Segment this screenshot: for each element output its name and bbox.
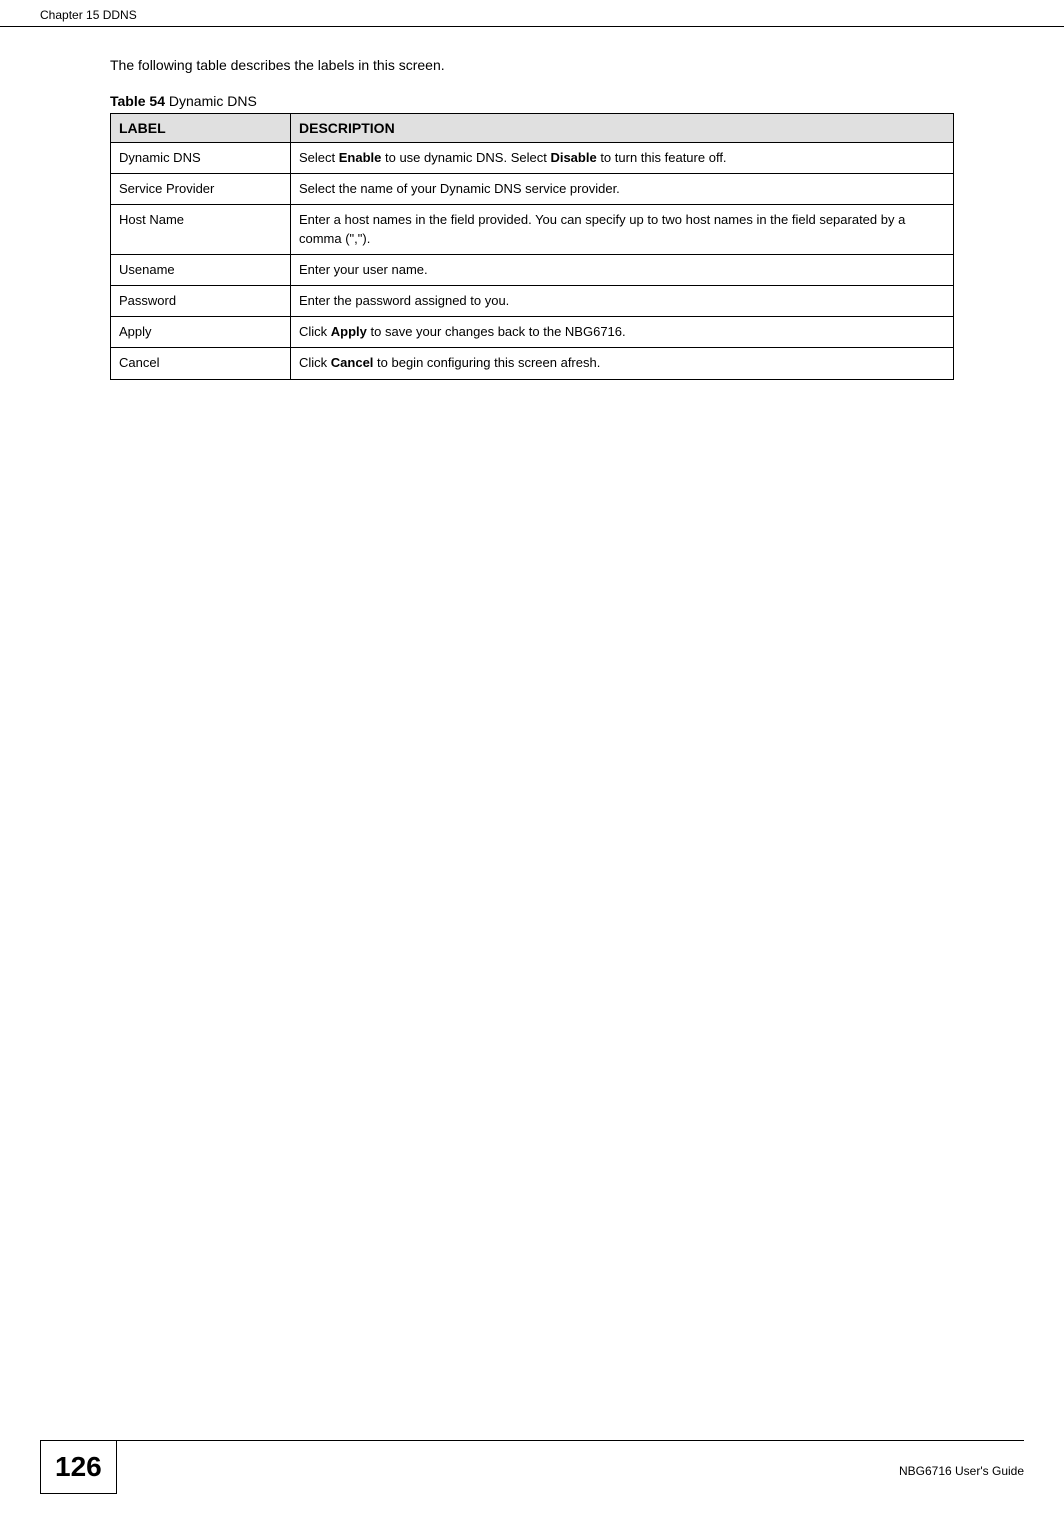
table-row: Apply Click Apply to save your changes b… xyxy=(111,317,954,348)
page-header: Chapter 15 DDNS xyxy=(0,0,1064,27)
row-label: Usename xyxy=(111,254,291,285)
row-description: Click Apply to save your changes back to… xyxy=(291,317,954,348)
content-area: The following table describes the labels… xyxy=(0,27,1064,380)
row-label: Cancel xyxy=(111,348,291,379)
table-row: Dynamic DNS Select Enable to use dynamic… xyxy=(111,143,954,174)
row-description: Click Cancel to begin configuring this s… xyxy=(291,348,954,379)
row-description: Enter the password assigned to you. xyxy=(291,285,954,316)
column-header-description: DESCRIPTION xyxy=(291,114,954,143)
table-row: Host Name Enter a host names in the fiel… xyxy=(111,205,954,254)
row-label: Host Name xyxy=(111,205,291,254)
row-label: Password xyxy=(111,285,291,316)
table-caption-prefix: Table 54 xyxy=(110,93,165,109)
table-row: Usename Enter your user name. xyxy=(111,254,954,285)
chapter-title: Chapter 15 DDNS xyxy=(40,8,137,22)
row-description: Enter your user name. xyxy=(291,254,954,285)
dynamic-dns-table: LABEL DESCRIPTION Dynamic DNS Select Ena… xyxy=(110,113,954,380)
row-description: Enter a host names in the field provided… xyxy=(291,205,954,254)
row-label: Apply xyxy=(111,317,291,348)
row-label: Dynamic DNS xyxy=(111,143,291,174)
table-caption: Table 54 Dynamic DNS xyxy=(110,93,954,109)
table-row: Password Enter the password assigned to … xyxy=(111,285,954,316)
intro-text: The following table describes the labels… xyxy=(110,57,954,73)
table-caption-title: Dynamic DNS xyxy=(165,93,257,109)
page-number: 126 xyxy=(40,1441,117,1494)
column-header-label: LABEL xyxy=(111,114,291,143)
page-footer: 126 NBG6716 User's Guide xyxy=(0,1440,1064,1494)
row-label: Service Provider xyxy=(111,174,291,205)
row-description: Select Enable to use dynamic DNS. Select… xyxy=(291,143,954,174)
table-header-row: LABEL DESCRIPTION xyxy=(111,114,954,143)
table-row: Service Provider Select the name of your… xyxy=(111,174,954,205)
guide-name: NBG6716 User's Guide xyxy=(899,1458,1024,1478)
row-description: Select the name of your Dynamic DNS serv… xyxy=(291,174,954,205)
table-row: Cancel Click Cancel to begin configuring… xyxy=(111,348,954,379)
footer-line: 126 NBG6716 User's Guide xyxy=(40,1440,1024,1494)
